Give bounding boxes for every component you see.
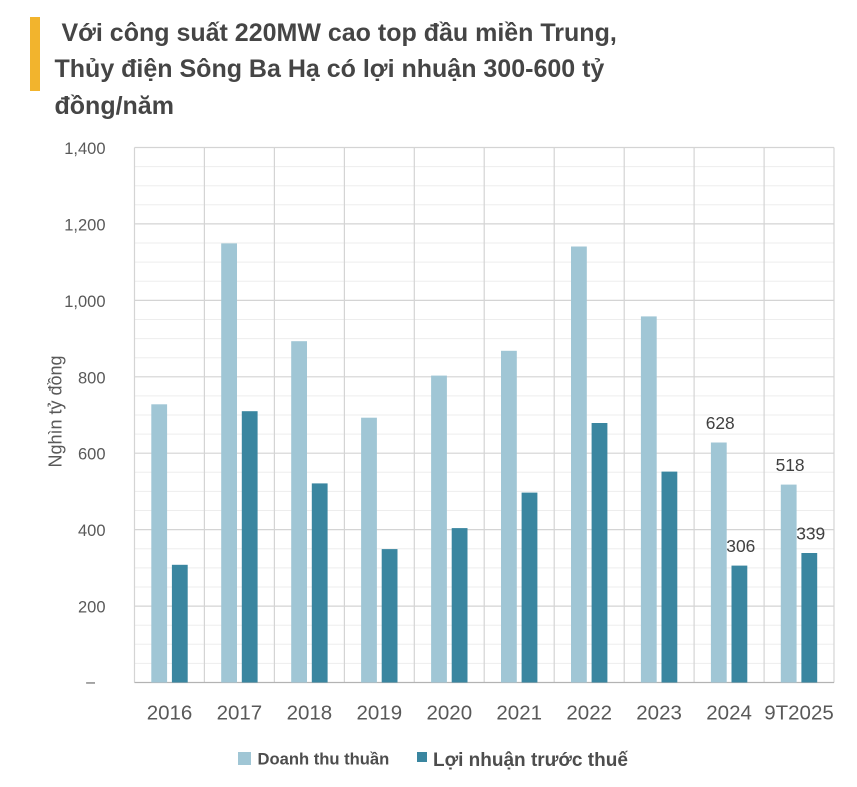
svg-text:600: 600 [78,446,106,464]
svg-text:1,400: 1,400 [64,140,105,158]
svg-text:Nghìn tỷ đồng: Nghìn tỷ đồng [46,355,66,467]
svg-text:2022: 2022 [566,702,612,725]
svg-text:2018: 2018 [287,702,333,725]
svg-text:Lợi nhuận trước thuế: Lợi nhuận trước thuế [433,750,628,771]
svg-text:2017: 2017 [217,702,263,725]
svg-text:1,200: 1,200 [64,216,105,234]
svg-text:2023: 2023 [636,702,682,725]
svg-text:–: – [86,674,95,691]
svg-text:518: 518 [776,455,805,475]
svg-text:2019: 2019 [356,702,402,725]
svg-text:628: 628 [706,413,735,433]
svg-text:400: 400 [78,522,106,540]
svg-text:1,000: 1,000 [64,293,105,311]
svg-text:2021: 2021 [496,702,542,725]
svg-text:Doanh thu thuần: Doanh thu thuần [258,750,390,769]
svg-text:2024: 2024 [706,702,752,725]
svg-text:339: 339 [796,524,825,544]
svg-text:800: 800 [78,369,106,387]
svg-text:2020: 2020 [426,702,472,725]
svg-text:9T2025: 9T2025 [764,702,834,725]
svg-text:2016: 2016 [147,702,193,725]
svg-text:306: 306 [726,536,755,556]
svg-text:200: 200 [78,599,106,617]
